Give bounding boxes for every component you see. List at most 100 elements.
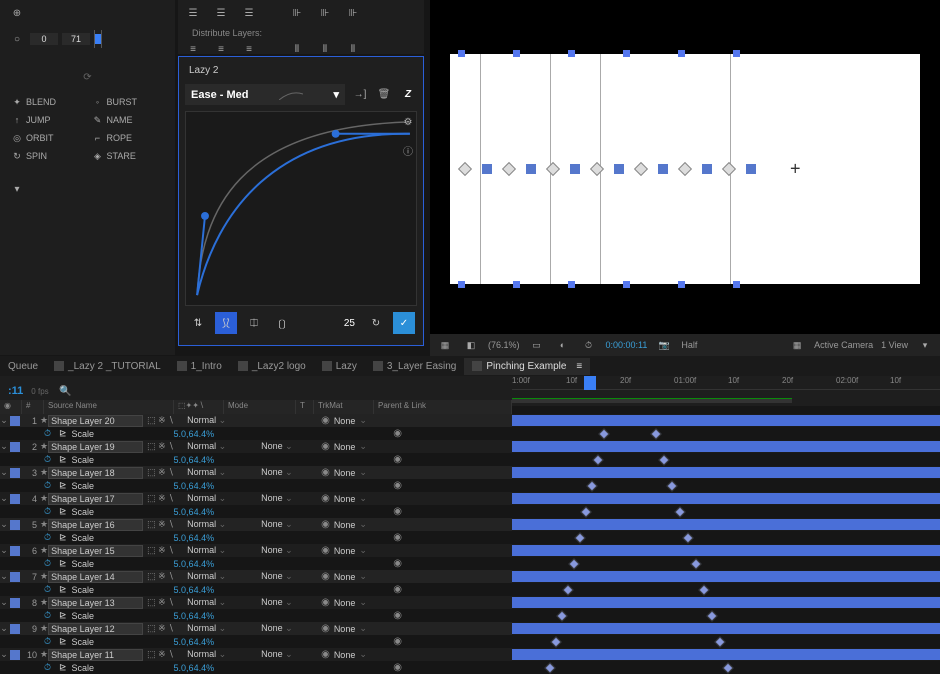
graph-icon[interactable]: ⊵ [56,636,70,647]
stopwatch-icon[interactable]: ⏱ [44,506,56,517]
keyframe[interactable] [544,662,555,673]
track-matte[interactable]: None ⌄ [261,467,321,478]
res-value[interactable]: Half [681,340,697,350]
graph-icon[interactable]: ⊵ [56,558,70,569]
slider[interactable] [94,30,102,48]
camera-label[interactable]: Active Camera [814,340,873,350]
keyframe[interactable] [562,584,573,595]
layer-row[interactable]: ⌄ 7 ★ Shape Layer 14 ⬚ ※ ∖ Normal ⌄ None… [0,570,940,583]
gear-icon[interactable]: ⚙ [399,113,417,131]
canvas[interactable]: + [450,54,920,284]
layer-name[interactable]: Shape Layer 14 [48,571,143,583]
property-row[interactable]: ⏱ ⊵ Scale 5.0,64.4% ◉ [0,609,940,622]
keyframe[interactable] [586,480,597,491]
layer-switches[interactable]: ⬚ ※ ∖ [147,597,187,608]
expand-arrow-icon[interactable]: ⌄ [0,545,8,556]
parent-link[interactable]: ◉ None ⌄ [321,493,421,504]
effect-name[interactable]: ✎NAME [89,112,168,128]
time-icon[interactable]: ⏱ [580,336,598,354]
dist-icon[interactable]: ⊪ [344,4,362,22]
graph-icon[interactable]: ⊵ [56,454,70,465]
tab-logo[interactable]: _Lazy2 logo [230,358,314,375]
effect-stare[interactable]: ◈STARE [89,148,168,164]
ease-preset-dropdown[interactable]: Ease - Med ▾ [185,84,345,105]
keyframe[interactable] [598,428,609,439]
tab-intro[interactable]: 1_Intro [169,358,230,375]
property-row[interactable]: ⏱ ⊵ Scale 5.0,64.4% ◉ [0,583,940,596]
layer-name[interactable]: Shape Layer 18 [48,467,143,479]
graph-icon[interactable]: ⊵ [56,662,70,673]
keyframe[interactable] [556,610,567,621]
graph-icon[interactable]: ⊵ [56,480,70,491]
prop-value[interactable]: 5.0,64.4% [174,455,215,465]
link-icon[interactable]: ◉ [393,532,402,543]
color-label[interactable] [10,546,20,556]
layer-switches[interactable]: ⬚ ※ ∖ [147,415,187,426]
property-row[interactable]: ⏱ ⊵ Scale 5.0,64.4% ◉ [0,661,940,674]
tab-lazy[interactable]: Lazy [314,358,365,375]
layer-name[interactable]: Shape Layer 17 [48,493,143,505]
prop-value[interactable]: 5.0,64.4% [174,533,215,543]
link-icon[interactable]: ◉ [393,610,402,621]
layer-row[interactable]: ⌄ 2 ★ Shape Layer 19 ⬚ ※ ∖ Normal ⌄ None… [0,440,940,453]
track-matte[interactable]: None ⌄ [261,441,321,452]
keyframe[interactable] [592,454,603,465]
keyframe[interactable] [714,636,725,647]
stopwatch-icon[interactable]: ⏱ [44,610,56,621]
blend-mode[interactable]: Normal ⌄ [187,467,261,478]
parent-link[interactable]: ◉ None ⌄ [321,597,421,608]
zoom-value[interactable]: (76.1%) [488,340,520,350]
parent-link[interactable]: ◉ None ⌄ [321,623,421,634]
keyframe[interactable] [650,428,661,439]
blend-mode[interactable]: Normal ⌄ [187,545,261,556]
color-label[interactable] [10,572,20,582]
layer-name[interactable]: Shape Layer 12 [48,623,143,635]
frames-value[interactable]: 25 [340,318,359,329]
layer-name[interactable]: Shape Layer 15 [48,545,143,557]
bracket-button[interactable]: 〔〕 [271,312,293,334]
prop-value[interactable]: 5.0,64.4% [174,429,215,439]
dist-icon[interactable]: ⊪ [316,4,334,22]
layer-row[interactable]: ⌄ 10 ★ Shape Layer 11 ⬚ ※ ∖ Normal ⌄ Non… [0,648,940,661]
prop-value[interactable]: 5.0,64.4% [174,585,215,595]
property-row[interactable]: ⏱ ⊵ Scale 5.0,64.4% ◉ [0,453,940,466]
views-label[interactable]: 1 View [881,340,908,350]
expand-arrow-icon[interactable]: ⌄ [0,571,8,582]
graph-icon[interactable]: ⊵ [56,428,70,439]
split-button[interactable]: ⎅ [243,312,265,334]
layer-switches[interactable]: ⬚ ※ ∖ [147,441,187,452]
stopwatch-icon[interactable]: ⏱ [44,584,56,595]
graph-icon[interactable]: ⊵ [56,532,70,543]
graph-icon[interactable]: ⊵ [56,610,70,621]
keyframe[interactable] [722,662,733,673]
color-label[interactable] [10,468,20,478]
parent-link[interactable]: ◉ None ⌄ [321,571,421,582]
blend-mode[interactable]: Normal ⌄ [187,441,261,452]
effect-blend[interactable]: ✦BLEND [8,94,87,110]
layer-row[interactable]: ⌄ 3 ★ Shape Layer 18 ⬚ ※ ∖ Normal ⌄ None… [0,466,940,479]
effect-burst[interactable]: ◦BURST [89,94,168,110]
curve-editor[interactable] [185,111,417,306]
grid-icon[interactable]: ▦ [436,336,454,354]
layer-switches[interactable]: ⬚ ※ ∖ [147,649,187,660]
track-matte[interactable]: None ⌄ [261,519,321,530]
parent-link[interactable]: ◉ None ⌄ [321,441,421,452]
layer-switches[interactable]: ⬚ ※ ∖ [147,519,187,530]
effect-jump[interactable]: ↑JUMP [8,112,87,128]
prop-value[interactable]: 5.0,64.4% [174,663,215,673]
expand-arrow-icon[interactable]: ⌄ [0,493,8,504]
swap-button[interactable]: ⇅ [187,312,209,334]
property-row[interactable]: ⏱ ⊵ Scale 5.0,64.4% ◉ [0,427,940,440]
layer-row[interactable]: ⌄ 4 ★ Shape Layer 17 ⬚ ※ ∖ Normal ⌄ None… [0,492,940,505]
stopwatch-icon[interactable]: ⏱ [44,558,56,569]
color-label[interactable] [10,520,20,530]
stopwatch-icon[interactable]: ⏱ [44,662,56,673]
color-label[interactable] [10,650,20,660]
link-icon[interactable]: ◉ [393,454,402,465]
keyframe[interactable] [690,558,701,569]
prop-value[interactable]: 5.0,64.4% [174,611,215,621]
parent-link[interactable]: ◉ None ⌄ [321,415,421,426]
tab-pinching[interactable]: Pinching Example≡ [464,358,590,375]
expand-arrow-icon[interactable]: ⌄ [0,415,8,426]
property-row[interactable]: ⏱ ⊵ Scale 5.0,64.4% ◉ [0,557,940,570]
